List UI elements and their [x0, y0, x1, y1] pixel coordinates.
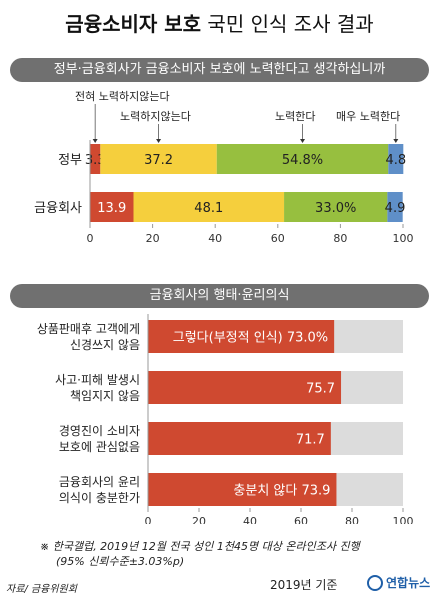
category-label: 금융회사 [34, 201, 82, 216]
bar-segment [90, 144, 101, 174]
year-base: 2019년 기준 [270, 578, 338, 592]
bar-value-label: 4.8 [385, 153, 406, 168]
bar [148, 422, 331, 455]
category-label: 책임지지 않음 [70, 388, 140, 403]
yonhap-logo-icon [367, 574, 383, 591]
category-label: 상품판매후 고객에게 [37, 322, 140, 336]
bar-segment [284, 192, 388, 222]
title-rest: 국민 인식 조사 결과 [207, 12, 374, 36]
source-credit: 자료/ 금융위원회 [6, 584, 77, 595]
category-label: 금융회사의 윤리 [59, 475, 140, 489]
bar-segment [388, 144, 404, 174]
x-tick-label: 0 [87, 232, 94, 245]
bar-segment [216, 144, 389, 174]
legend-label: 매우 노력한다 [336, 110, 400, 123]
bar-value-label: 75.7 [306, 382, 335, 397]
x-tick-label: 40 [243, 515, 257, 524]
survey-note-line2: (95% 신뢰수준±3.03%p) [56, 555, 185, 568]
legend-label: 노력한다 [275, 110, 315, 123]
bar-value-label: 4.9 [385, 201, 406, 216]
x-tick-label: 60 [271, 232, 285, 245]
chart2-title: 금융회사의 행태·윤리의식 [10, 284, 429, 308]
x-tick-label: 80 [345, 515, 359, 524]
legend-label: 노력하지않는다 [120, 109, 191, 123]
bar-value-label: 13.9 [97, 201, 126, 216]
title-bold: 금융소비자 보호 [65, 12, 202, 36]
bar-value-label: 54.8% [282, 153, 323, 168]
x-tick-label: 20 [146, 232, 160, 245]
x-tick-label: 0 [145, 515, 152, 524]
bar-value-label: 37.2 [144, 153, 173, 168]
x-tick-label: 40 [208, 232, 222, 245]
legend-leader-arrow [300, 139, 306, 143]
legend-label: 전혀 노력하지않는다 [75, 89, 170, 103]
legend-leader-arrow [393, 139, 399, 143]
bar-value-label: 71.7 [296, 433, 325, 448]
logo-text: 연합뉴스 [386, 576, 431, 590]
survey-note-line1: ※ 한국갤럽, 2019년 12월 전국 성인 1천45명 대상 온라인조사 진… [40, 540, 360, 553]
bar-segment [100, 144, 217, 174]
bar-segment [90, 192, 134, 222]
bar [148, 371, 342, 404]
bar-value-label: 충분치 않다 73.9 [233, 484, 330, 499]
category-label: 사고·피해 발생시 [55, 373, 140, 387]
category-label: 신경쓰지 않음 [70, 338, 140, 352]
category-label: 의식이 충분한가 [59, 491, 140, 505]
category-label: 경영진이 소비자 [59, 424, 140, 438]
bar-value-label: 33.0% [315, 201, 356, 216]
chart1-title: 정부·금융회사가 금융소비자 보호에 노력한다고 생각하십니까 [10, 58, 429, 82]
yonhap-logo: 연합뉴스 [367, 574, 430, 591]
bar [148, 473, 337, 506]
bar [148, 320, 335, 353]
legend-leader-arrow [92, 139, 98, 143]
x-tick-label: 60 [294, 515, 308, 524]
bar-segment [387, 192, 403, 222]
category-label: 보호에 관심없음 [59, 440, 140, 454]
bar-segment [133, 192, 285, 222]
page-title: 금융소비자 보호 국민 인식 조사 결과 [0, 8, 439, 37]
bar-value-label: 48.1 [194, 201, 223, 216]
legend-leader-arrow [156, 139, 162, 143]
x-tick-label: 80 [333, 232, 347, 245]
bar-value-label: 그렇다(부정적 인식) 73.0% [173, 331, 328, 346]
x-tick-label: 20 [192, 515, 206, 524]
category-label: 정부 [58, 153, 82, 168]
x-tick-label: 100 [393, 232, 414, 245]
x-tick-label: 100 [393, 515, 414, 524]
